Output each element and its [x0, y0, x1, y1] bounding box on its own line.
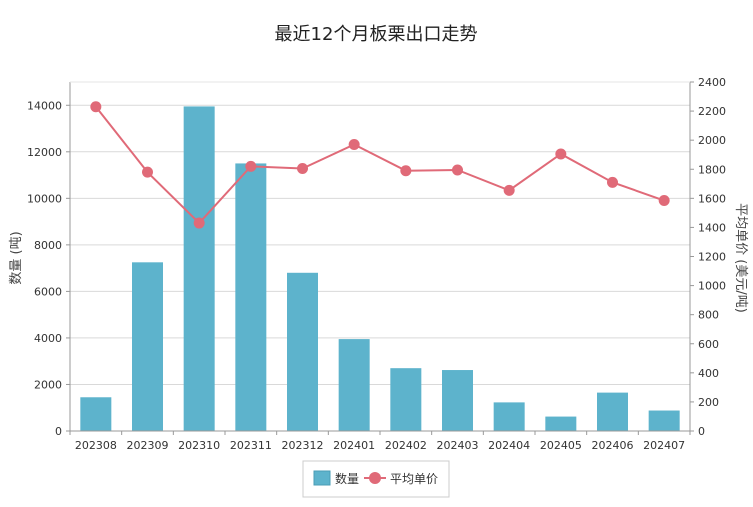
y2-tick-label-6: 1200 — [698, 251, 726, 264]
price-point-202404 — [503, 184, 515, 196]
price-point-202402 — [400, 165, 412, 177]
chart-title: 最近12个月板栗出口走势 — [275, 24, 478, 45]
legend-label-price: 平均单价 — [390, 472, 438, 486]
x-tick-label-202406: 202406 — [592, 439, 634, 452]
y-axis-title: 数量 (吨) — [9, 231, 24, 284]
y2-tick-label-1: 200 — [698, 396, 719, 409]
legend-line-marker — [369, 472, 381, 484]
price-point-202309 — [142, 166, 153, 178]
y2-tick-label-2: 400 — [698, 367, 719, 380]
y-tick-label-4: 8000 — [34, 239, 62, 252]
price-point-202406 — [607, 176, 618, 188]
y-tick-label-0: 0 — [55, 425, 62, 438]
price-line — [95, 106, 665, 225]
y-tick-label-6: 12000 — [27, 146, 62, 159]
y2-tick-label-8: 1600 — [698, 192, 726, 205]
bar-202407 — [648, 410, 680, 431]
bar-202401 — [338, 339, 370, 431]
x-tick-label-202312: 202312 — [282, 439, 324, 452]
line-series — [90, 101, 670, 229]
y-tick-label-3: 6000 — [34, 285, 62, 298]
x-tick-label-202311: 202311 — [230, 439, 272, 452]
bar-202310 — [183, 106, 215, 432]
x-tick-label-202401: 202401 — [333, 439, 375, 452]
y2-tick-label-5: 1000 — [698, 280, 726, 293]
x-tick-label-202407: 202407 — [643, 439, 685, 452]
y2-tick-label-12: 2400 — [698, 76, 726, 89]
x-tick-label-202405: 202405 — [540, 439, 582, 452]
x-tick-label-202308: 202308 — [75, 439, 117, 452]
bar-202406 — [597, 392, 628, 431]
x-tick-label-202309: 202309 — [127, 439, 169, 452]
legend-label-quantity: 数量 — [335, 471, 359, 486]
y-tick-label-5: 10000 — [27, 192, 62, 205]
bar-202309 — [132, 262, 163, 431]
bar-202402 — [390, 368, 422, 431]
x-axis-ticks: 202308 202309 202310 202311 202312 202401 2024… — [69, 431, 691, 452]
price-point-202312 — [297, 163, 308, 175]
price-point-202401 — [348, 139, 360, 151]
y2-tick-label-3: 600 — [698, 338, 719, 351]
bar-202404 — [493, 402, 525, 431]
y2-tick-label-7: 1400 — [698, 221, 726, 234]
price-point-202405 — [555, 148, 567, 160]
left-axis-ticks: 0 2000 4000 6000 8000 10000 12000 14000 — [27, 99, 70, 438]
y-tick-label-2: 4000 — [34, 332, 62, 345]
bar-series — [80, 106, 680, 432]
y2-tick-label-4: 800 — [698, 309, 719, 322]
x-tick-label-202403: 202403 — [437, 439, 479, 452]
legend: 数量 平均单价 — [302, 460, 450, 498]
price-point-202403 — [452, 164, 463, 176]
x-tick-label-202404: 202404 — [488, 439, 530, 452]
price-point-202308 — [90, 101, 102, 113]
y2-tick-label-10: 2000 — [698, 134, 726, 147]
y2-axis-title: 平均单价 (美元/吨) — [733, 203, 748, 313]
bar-202405 — [545, 416, 577, 431]
price-point-202407 — [658, 195, 670, 207]
bar-202308 — [80, 397, 112, 431]
legend-bar-swatch — [313, 470, 331, 486]
y-tick-label-7: 14000 — [27, 99, 62, 112]
x-tick-label-202402: 202402 — [385, 439, 427, 452]
right-axis-ticks: 0 200 400 600 800 1000 1200 1400 1600 1800 2000 220… — [690, 76, 726, 438]
price-point-202311 — [245, 160, 257, 172]
y2-tick-label-11: 2200 — [698, 105, 726, 118]
x-tick-label-202310: 202310 — [178, 439, 220, 452]
bar-202403 — [442, 370, 473, 431]
y2-tick-label-0: 0 — [698, 425, 705, 438]
y2-tick-label-9: 1800 — [698, 163, 726, 176]
bar-202311 — [235, 163, 267, 431]
y-tick-label-1: 2000 — [34, 378, 62, 391]
bar-202312 — [287, 272, 318, 431]
price-point-202310 — [193, 217, 205, 229]
